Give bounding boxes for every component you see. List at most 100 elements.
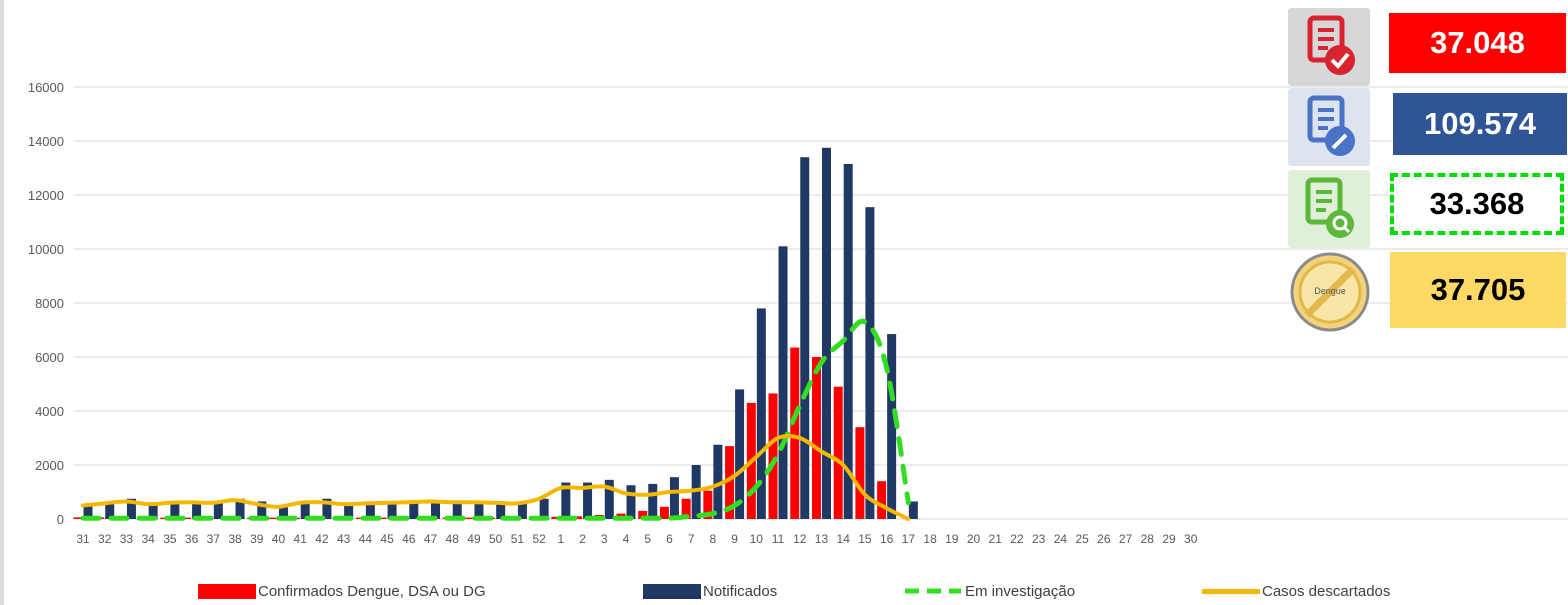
bar-notificados [213, 501, 223, 519]
bar-notificados [170, 502, 180, 519]
bar-notificados [517, 501, 527, 519]
x-tick-label: 49 [467, 532, 481, 546]
bar-confirmados [811, 357, 821, 519]
x-tick-label: 25 [1075, 532, 1089, 546]
x-tick-label: 35 [163, 532, 177, 546]
x-tick-label: 42 [315, 532, 329, 546]
bar-confirmados [659, 506, 669, 519]
bar-notificados [322, 498, 332, 519]
x-tick-label: 14 [837, 532, 851, 546]
bar-notificados [496, 501, 506, 519]
legend-label: Confirmados Dengue, DSA ou DG [258, 582, 486, 600]
x-tick-label: 30 [1184, 532, 1198, 546]
bar-notificados [887, 334, 897, 519]
line-em-investigacao [80, 318, 911, 521]
bar-notificados [561, 482, 571, 519]
x-tick-label: 21 [989, 532, 1003, 546]
line-casos-descartados [81, 433, 911, 521]
bar-notificados [583, 482, 593, 519]
bar-confirmados [182, 517, 192, 519]
bar-notificados [626, 485, 636, 519]
bar-notificados [735, 389, 745, 519]
x-tick-label: 26 [1097, 532, 1111, 546]
x-tick-label: 10 [750, 532, 764, 546]
x-tick-label: 20 [967, 532, 981, 546]
bar-notificados [713, 444, 723, 519]
bar-notificados [539, 498, 549, 519]
report-check-icon [1288, 8, 1370, 86]
bar-confirmados [464, 517, 474, 519]
y-tick-label: 14000 [28, 134, 64, 149]
bar-notificados [452, 501, 462, 519]
legend-item-notificados: Notificados [643, 578, 777, 604]
x-tick-label: 17 [902, 532, 916, 546]
y-tick-label: 12000 [28, 188, 64, 203]
x-tick-label: 43 [337, 532, 351, 546]
kpi-em-investigacao: 33.368 [1390, 173, 1564, 235]
bar-confirmados [681, 498, 691, 519]
bar-notificados [648, 483, 658, 519]
x-tick-label: 39 [250, 532, 264, 546]
x-tick-label: 16 [880, 532, 894, 546]
x-tick-label: 18 [923, 532, 937, 546]
x-tick-label: 47 [424, 532, 438, 546]
y-tick-label: 0 [57, 512, 64, 527]
legend-swatch-notificados [643, 583, 701, 599]
x-tick-label: 36 [185, 532, 199, 546]
x-tick-label: 46 [402, 532, 416, 546]
x-tick-label: 27 [1119, 532, 1133, 546]
x-tick-label: 38 [228, 532, 242, 546]
x-tick-label: 48 [446, 532, 460, 546]
bar-notificados [778, 246, 788, 520]
x-tick-label: 1 [557, 532, 564, 546]
bar-confirmados [725, 446, 735, 519]
bar-confirmados [855, 427, 865, 519]
bar-notificados [865, 207, 875, 519]
x-tick-label: 3 [601, 532, 608, 546]
bar-confirmados [790, 347, 800, 519]
bar-layer [73, 147, 918, 520]
bar-notificados [908, 501, 918, 519]
x-tick-label: 2 [579, 532, 586, 546]
bar-notificados [604, 479, 614, 519]
line-layer [80, 318, 911, 521]
legend-label: Casos descartados [1262, 582, 1391, 600]
bar-confirmados [877, 481, 887, 519]
y-tick-label: 6000 [35, 350, 64, 365]
bar-notificados [365, 501, 375, 519]
x-tick-label: 33 [120, 532, 134, 546]
dengue-prohibited-icon: Dengue [1288, 250, 1372, 334]
kpi-descartados: 37.705 [1390, 252, 1566, 328]
x-tick-label: 41 [294, 532, 308, 546]
left-frame-bar [0, 0, 4, 605]
kpi-notificados: 109.574 [1393, 93, 1567, 155]
bar-notificados [126, 498, 136, 519]
bar-confirmados [73, 517, 83, 519]
bar-notificados [344, 502, 354, 519]
x-tick-label: 29 [1162, 532, 1176, 546]
y-tick-labels: 0 2000 4000 6000 8000 10000 12000 14000 16000 [28, 80, 64, 527]
bar-confirmados [833, 386, 843, 519]
legend-item-casos-descartados: Casos descartados [1202, 578, 1390, 604]
x-tick-label: 12 [793, 532, 807, 546]
x-tick-label: 8 [710, 532, 717, 546]
bar-confirmados [355, 517, 365, 519]
legend-item-confirmados: Confirmados Dengue, DSA ou DG [198, 578, 486, 604]
bar-notificados [474, 501, 484, 519]
bar-notificados [843, 163, 853, 519]
legend-swatch-em-investigacao [905, 588, 961, 594]
y-tick-label: 8000 [35, 296, 64, 311]
x-tick-label: 4 [623, 532, 630, 546]
bar-notificados [431, 500, 441, 519]
bar-confirmados [377, 517, 387, 519]
y-tick-label: 16000 [28, 80, 64, 95]
legend-label: Notificados [703, 582, 778, 600]
bar-notificados [409, 501, 419, 519]
legend-item-em-investigacao: Em investigação [903, 578, 1075, 604]
legend-swatch-casos-descartados [1202, 588, 1260, 594]
x-tick-label: 19 [945, 532, 959, 546]
x-tick-label: 50 [489, 532, 503, 546]
bar-confirmados [573, 516, 583, 519]
x-tick-label: 11 [772, 532, 785, 546]
legend-swatch-confirmados [198, 583, 256, 599]
